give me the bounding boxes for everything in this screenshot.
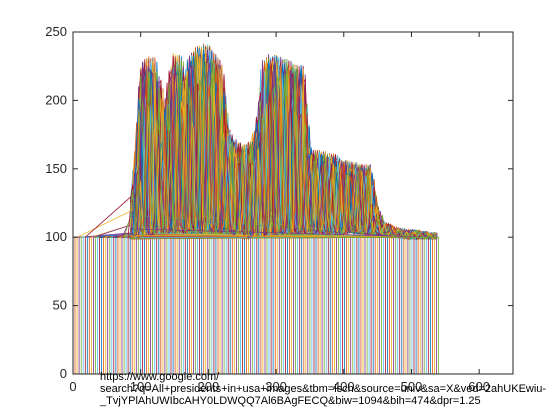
x-tick-label: 100 [130, 379, 152, 394]
y-tick-label: 0 [60, 366, 67, 381]
x-tick-label: 0 [69, 379, 76, 394]
y-tick-label: 50 [53, 298, 67, 313]
x-tick-label: 400 [333, 379, 355, 394]
series-layer [72, 43, 439, 374]
tick-layer: 0 50 100 150 200 250 0 100 200 300 400 500 600 [45, 24, 513, 394]
y-tick-label: 100 [45, 229, 67, 244]
y-tick-label: 250 [45, 24, 67, 39]
series-line-180 [129, 61, 439, 374]
axes-box [72, 31, 514, 375]
y-tick-label: 150 [45, 161, 67, 176]
x-tick-label: 500 [401, 379, 423, 394]
overlay-url-line-3: _TvjYPlAhUWIbcAHY0LDWQQ7Al6BAgFECQ&biw=1… [99, 395, 481, 407]
x-tick-label: 300 [265, 379, 287, 394]
x-tick-label: 600 [468, 379, 490, 394]
overlay-url-line-2: search?q=All+presidents+in+usa+images&tb… [100, 383, 546, 395]
overlay-url-line-1: https://www.google.com/ [100, 371, 220, 383]
series-line-176 [129, 49, 438, 374]
x-tick-label: 200 [198, 379, 220, 394]
y-tick-label: 200 [45, 92, 67, 107]
